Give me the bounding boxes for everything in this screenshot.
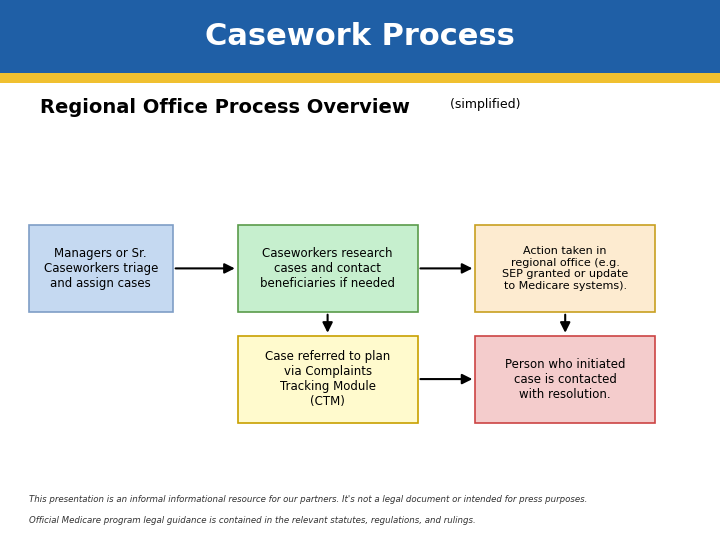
FancyBboxPatch shape bbox=[238, 335, 418, 423]
Text: Person who initiated
case is contacted
with resolution.: Person who initiated case is contacted w… bbox=[505, 357, 626, 401]
FancyBboxPatch shape bbox=[475, 335, 655, 423]
Text: Casework Process: Casework Process bbox=[205, 22, 515, 51]
Text: Managers or Sr.
Caseworkers triage
and assign cases: Managers or Sr. Caseworkers triage and a… bbox=[44, 247, 158, 290]
FancyBboxPatch shape bbox=[29, 225, 173, 312]
Text: Official Medicare program legal guidance is contained in the relevant statutes, : Official Medicare program legal guidance… bbox=[29, 516, 475, 525]
Text: Caseworkers research
cases and contact
beneficiaries if needed: Caseworkers research cases and contact b… bbox=[260, 247, 395, 290]
FancyBboxPatch shape bbox=[238, 225, 418, 312]
Text: Case referred to plan
via Complaints
Tracking Module
(CTM): Case referred to plan via Complaints Tra… bbox=[265, 350, 390, 408]
Text: This presentation is an informal informational resource for our partners. It's n: This presentation is an informal informa… bbox=[29, 495, 588, 504]
Text: Regional Office Process Overview: Regional Office Process Overview bbox=[40, 98, 410, 117]
Text: (simplified): (simplified) bbox=[446, 98, 521, 111]
FancyBboxPatch shape bbox=[475, 225, 655, 312]
Text: Action taken in
regional office (e.g.
SEP granted or update
to Medicare systems): Action taken in regional office (e.g. SE… bbox=[502, 246, 629, 291]
